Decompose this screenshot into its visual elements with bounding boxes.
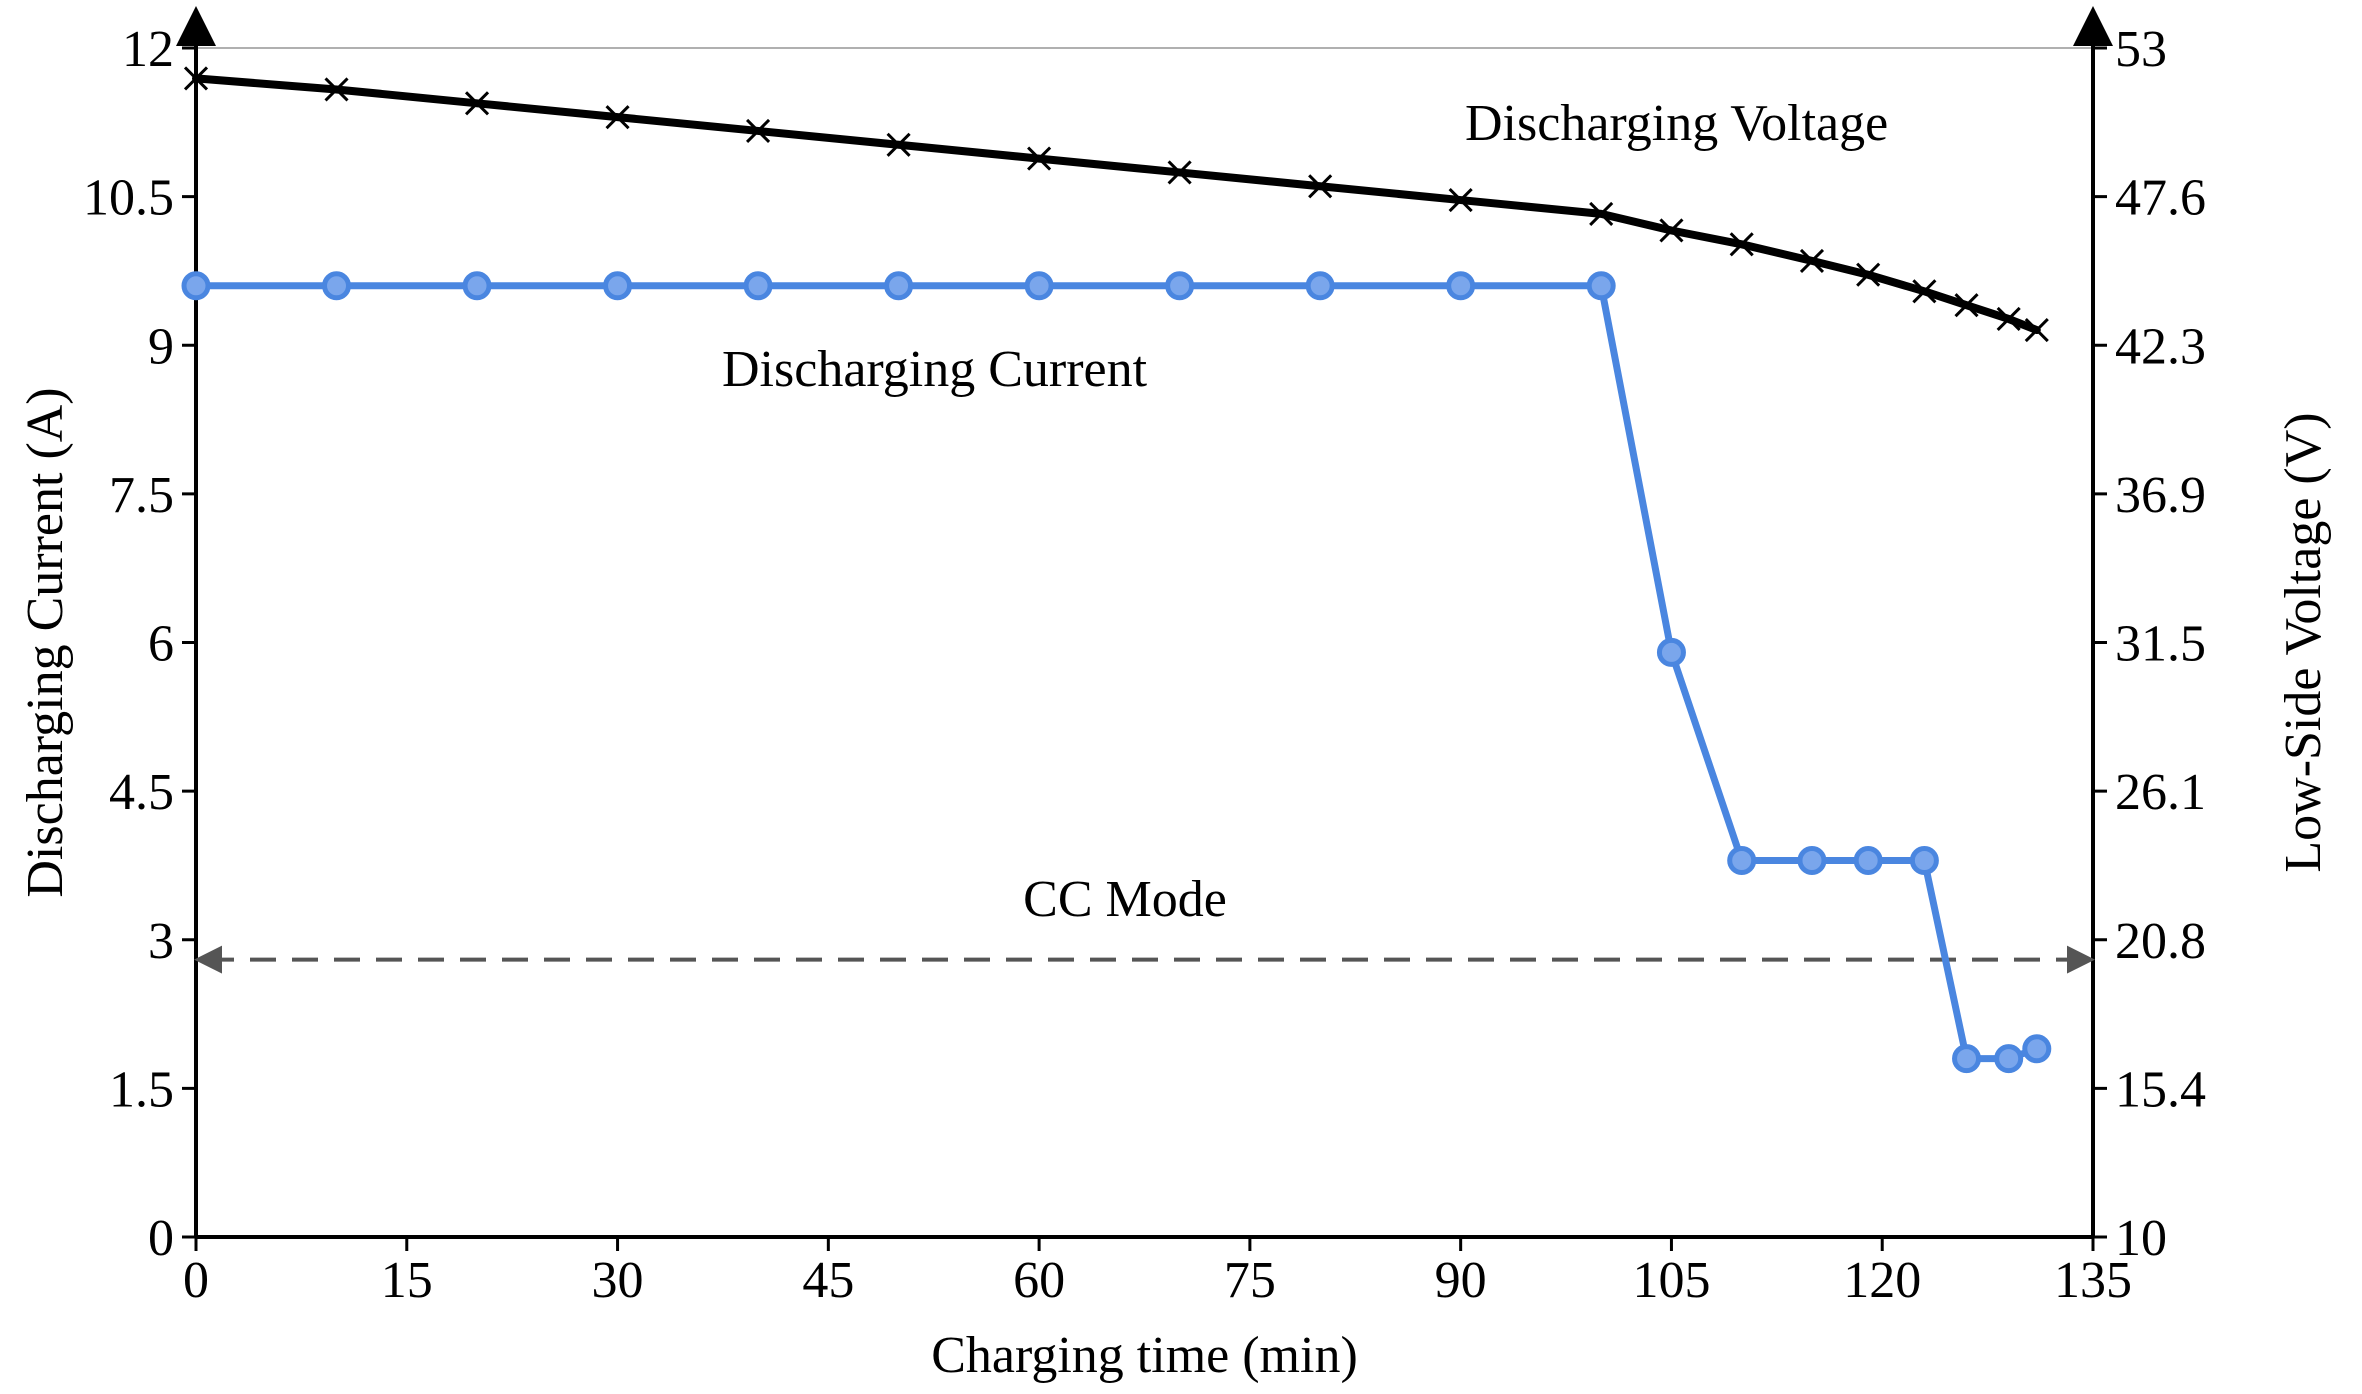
discharging-current-point: [1446, 271, 1476, 301]
y-right-tick-label: 10: [2115, 1210, 2167, 1267]
x-tick-label: 135: [2054, 1252, 2132, 1309]
point-stroke: [1027, 146, 1052, 171]
point-stroke: [746, 118, 771, 144]
y-left-axis-title: Discharging Current (A): [17, 387, 74, 897]
point-stroke: [605, 105, 630, 130]
discharging-voltage-point: [1659, 218, 1684, 243]
y-left-tick-label: 1.5: [109, 1061, 174, 1118]
discharging-current-point: [1165, 271, 1195, 301]
text-layer: Charging time (min) Discharging Current …: [17, 21, 2332, 1384]
discharging-voltage-point: [1799, 248, 1825, 273]
y-right-tick-label: 26.1: [2115, 764, 2206, 821]
x-tick-label: 75: [1224, 1252, 1276, 1309]
cc-mode-label: CC Mode: [1023, 871, 1227, 928]
point-stroke: [886, 132, 911, 157]
discharging-current-point: [1586, 271, 1616, 301]
discharging-current-label: Discharging Current: [722, 341, 1148, 398]
y-left-tick-label: 6: [148, 616, 174, 673]
point-stroke: [1996, 306, 2021, 332]
point-stroke: [1167, 160, 1192, 185]
x-axis-title: Charging time (min): [931, 1327, 1358, 1384]
y-right-tick-label: 31.5: [2115, 616, 2206, 673]
discharging-voltage-point: [1448, 188, 1473, 213]
point-stroke: [1659, 218, 1684, 243]
discharging-current-point: [462, 271, 492, 301]
discharging-voltage-point: [605, 105, 630, 130]
y-right-tick-label: 42.3: [2115, 318, 2206, 375]
discharging-current-point: [1994, 1044, 2024, 1074]
discharging-voltage-point: [183, 66, 209, 91]
point-stroke: [1448, 188, 1473, 213]
y-right-tick-label: 47.6: [2115, 170, 2206, 227]
discharging-current-point: [603, 271, 633, 301]
x-tick-label: 60: [1013, 1252, 1065, 1309]
discharging-current-line: [192, 282, 2041, 1063]
x-tick-label: 90: [1435, 1252, 1487, 1309]
x-tick-label: 15: [381, 1252, 433, 1309]
point-stroke: [324, 77, 349, 102]
discharging-current-point: [1024, 271, 1054, 301]
point-stroke: [1912, 279, 1937, 304]
x-tick-label: 0: [183, 1252, 209, 1309]
y-left-tick-label: 3: [148, 913, 174, 970]
point-stroke: [464, 91, 490, 116]
discharging-voltage-point: [1912, 279, 1937, 304]
point-stroke: [2024, 317, 2049, 343]
discharging-voltage-point: [1729, 232, 1754, 257]
discharging-current-point: [1952, 1044, 1982, 1074]
discharging-current-point: [1797, 845, 1827, 875]
discharging-voltage-point: [1589, 201, 1614, 226]
point-stroke: [1589, 201, 1614, 226]
y-left-tick-label: 0: [148, 1210, 174, 1267]
y-left-tick-label: 9: [148, 318, 174, 375]
discharging-voltage-point: [886, 132, 911, 157]
y-right-tick-label: 53: [2115, 21, 2167, 78]
axes-layer: [176, 6, 2113, 1251]
discharging-current-point: [1727, 845, 1757, 875]
discharging-voltage-point: [1027, 146, 1052, 171]
discharging-current-point: [1909, 845, 1939, 875]
discharging-current-point: [884, 271, 914, 301]
y-left-tick-label: 7.5: [109, 467, 174, 524]
discharging-current-point: [322, 271, 352, 301]
discharging-voltage-point: [1308, 174, 1333, 199]
x-tick-label: 120: [1843, 1252, 1921, 1309]
series-layer: [181, 66, 2052, 1074]
discharging-voltage-label: Discharging Voltage: [1465, 95, 1888, 152]
x-tick-label: 30: [592, 1252, 644, 1309]
point-stroke: [183, 66, 209, 91]
y-right-axis-title: Low-Side Voltage (V): [2275, 412, 2332, 872]
discharging-current-point: [1305, 271, 1335, 301]
discharging-current-point: [1656, 637, 1686, 667]
point-stroke: [1308, 174, 1333, 199]
point-stroke: [1729, 232, 1754, 257]
point-stroke: [1799, 248, 1825, 273]
discharging-voltage-point: [1996, 306, 2021, 332]
y-right-tick-label: 20.8: [2115, 913, 2206, 970]
y-left-tick-label: 12: [122, 21, 174, 78]
point-stroke: [1954, 293, 1979, 318]
discharging-voltage-point: [1954, 293, 1979, 318]
discharging-voltage-point: [324, 77, 349, 102]
discharging-voltage-point: [1856, 262, 1881, 287]
y-left-tick-label: 4.5: [109, 764, 174, 821]
discharging-voltage-point: [746, 118, 771, 144]
point-stroke: [1856, 262, 1881, 287]
discharging-current-point: [1853, 845, 1883, 875]
discharging-current-point: [2022, 1034, 2052, 1064]
y-right-tick-label: 15.4: [2115, 1061, 2206, 1118]
x-tick-label: 45: [802, 1252, 854, 1309]
discharging-current-point: [181, 271, 211, 301]
y-left-tick-label: 10.5: [83, 170, 174, 227]
discharging-voltage-point: [464, 91, 490, 116]
discharging-voltage-point: [2024, 317, 2049, 343]
y-right-tick-label: 36.9: [2115, 467, 2206, 524]
discharging-current-point: [743, 271, 773, 301]
x-tick-label: 105: [1632, 1252, 1710, 1309]
discharging-voltage-point: [1167, 160, 1192, 185]
